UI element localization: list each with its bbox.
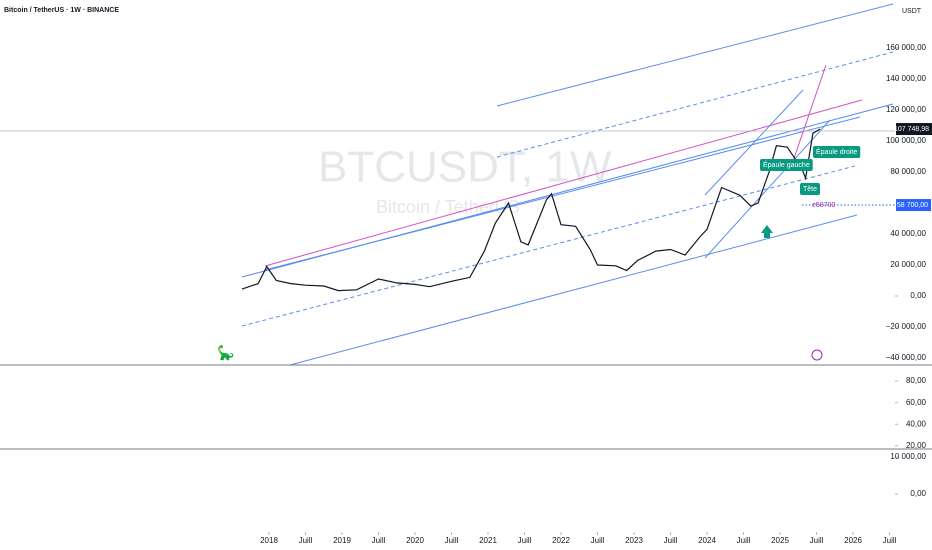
- y-tick-label: 140 000,00: [886, 74, 927, 83]
- x-tick-label: Juill: [883, 536, 897, 545]
- channel-line: [496, 3, 894, 107]
- y-tick-label: 100 000,00: [886, 136, 927, 145]
- last-price-badge: [896, 123, 932, 136]
- annotation-label: Tête: [803, 186, 817, 193]
- logo: 🦕: [217, 345, 234, 362]
- annotation: Tête: [800, 183, 821, 195]
- arrow-up: [761, 225, 773, 238]
- level-text: e58700: [812, 202, 835, 209]
- price-series: [241, 128, 821, 292]
- y-tick-label: 60,00: [906, 398, 927, 407]
- y-tick-label: 80 000,00: [890, 167, 926, 176]
- x-tick-label: Juill: [518, 536, 532, 545]
- x-tick-label: 2019: [333, 536, 351, 545]
- y-tick-label: 120 000,00: [886, 105, 927, 114]
- annotation-box: [800, 183, 821, 195]
- x-tick-label: Juill: [372, 536, 386, 545]
- x-tick-label: 2024: [698, 536, 716, 545]
- wedge-line: [704, 89, 804, 196]
- annotation-label: Épaule droite: [816, 147, 857, 156]
- currency: USDT: [902, 8, 922, 15]
- wedge-line: [704, 119, 831, 259]
- alert-icon[interactable]: [811, 349, 823, 361]
- y-tick-label: −20 000,00: [886, 322, 927, 331]
- annotation-label: Épaule gauche: [763, 160, 810, 169]
- level-badge: [896, 199, 931, 212]
- x-tick-label: 2021: [479, 536, 497, 545]
- x-tick-label: 2022: [552, 536, 570, 545]
- channel-line: [241, 165, 856, 327]
- x-tick-label: 2018: [260, 536, 278, 545]
- channel-line: [264, 116, 861, 271]
- x-tick-label: 2020: [406, 536, 424, 545]
- x-tick-label: 2023: [625, 536, 643, 545]
- last-price-label: 107 748,98: [894, 126, 929, 133]
- channel-line: [496, 51, 894, 158]
- trend-line: [789, 64, 827, 171]
- x-tick-label: Juill: [445, 536, 459, 545]
- chart-title: Bitcoin / TetherUS · 1W · BINANCE: [4, 7, 119, 14]
- watermark-sub: Bitcoin / TetherUS: [376, 197, 520, 217]
- watermark: BTCUSDT, 1W: [318, 143, 612, 192]
- annotation: Épaule droite: [813, 146, 861, 158]
- y-tick-label: 40,00: [906, 419, 927, 428]
- trend-line: [264, 99, 863, 267]
- x-tick-label: 2026: [844, 536, 862, 545]
- y-tick-label: 0,00: [910, 291, 926, 300]
- y-tick-label: 10 000,00: [890, 452, 926, 461]
- y-tick-label: 40 000,00: [890, 229, 926, 238]
- y-tick-label: 0,00: [910, 489, 926, 498]
- channel-line: [289, 214, 858, 366]
- annotation-box: [813, 146, 861, 158]
- x-tick-label: Juill: [810, 536, 824, 545]
- y-tick-label: 160 000,00: [886, 43, 927, 52]
- x-tick-label: Juill: [664, 536, 678, 545]
- annotation: Épaule gauche: [760, 159, 813, 171]
- x-tick-label: 2025: [771, 536, 789, 545]
- y-tick-label: 20,00: [906, 441, 927, 450]
- level-label: 58 700,00: [897, 202, 928, 209]
- y-tick-label: −40 000,00: [886, 353, 927, 362]
- x-tick-label: Juill: [737, 536, 751, 545]
- y-tick-label: 20 000,00: [890, 260, 926, 269]
- y-tick-label: 80,00: [906, 376, 927, 385]
- x-tick-label: Juill: [299, 536, 313, 545]
- drawings: 🦕: [0, 3, 895, 366]
- x-tick-label: Juill: [591, 536, 605, 545]
- annotation-box: [760, 159, 813, 171]
